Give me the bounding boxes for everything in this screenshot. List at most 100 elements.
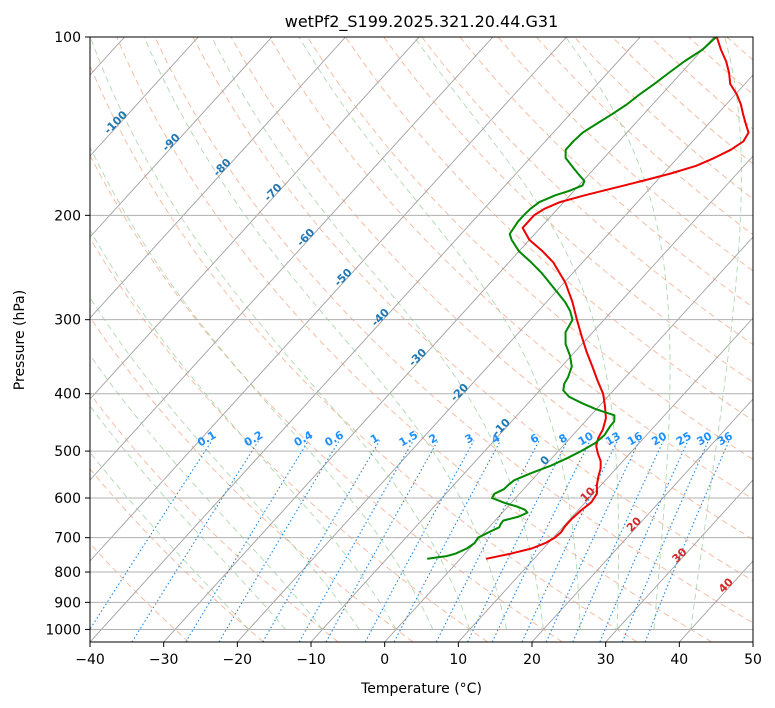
moist-adiabat <box>690 37 742 630</box>
dry-adiabat <box>765 37 775 642</box>
dry-adiabats <box>90 37 775 642</box>
y-tick-label: 600 <box>54 491 81 507</box>
moist-adiabat <box>211 37 544 630</box>
isotherm <box>679 560 753 642</box>
mixing-ratio-label: 8 <box>556 431 569 446</box>
dry-adiabat <box>383 37 753 383</box>
mixing-ratio-line <box>545 440 640 642</box>
isotherm-label: 40 <box>716 575 736 595</box>
x-tick-label: 40 <box>670 652 688 668</box>
mixing-ratio-line <box>218 440 340 642</box>
moist-adiabat <box>90 354 323 630</box>
isotherm <box>90 37 273 238</box>
moist-adiabat <box>143 37 508 630</box>
dry-adiabat <box>116 37 712 642</box>
moist-adiabat <box>90 296 360 630</box>
dry-adiabat <box>90 316 414 642</box>
mixing-ratio-line <box>364 440 475 642</box>
x-tick-label: −10 <box>296 652 326 668</box>
mixing-ratio-label: 3 <box>463 431 476 446</box>
plot-frame <box>89 36 754 643</box>
dry-adiabat <box>230 37 753 540</box>
isotherm-label: -40 <box>369 306 392 329</box>
profile-lines <box>427 37 750 560</box>
isotherm <box>752 641 753 642</box>
x-tick-label: −30 <box>149 652 179 668</box>
moist-adiabat <box>565 37 671 630</box>
isotherm-label: 20 <box>624 514 644 534</box>
mixing-ratio-line <box>467 440 569 642</box>
moist-adiabat <box>298 37 581 630</box>
x-tick-label: 30 <box>597 652 615 668</box>
dry-adiabat <box>90 468 264 642</box>
mixing-ratio-label: 6 <box>528 431 541 446</box>
isotherm <box>458 317 753 642</box>
mixing-ratio-label: 16 <box>625 429 645 448</box>
isotherm <box>384 236 753 642</box>
x-tick-label: 50 <box>744 652 762 668</box>
isotherm <box>237 74 753 642</box>
isotherm <box>531 398 753 642</box>
isotherm <box>90 37 346 319</box>
mixing-ratio-lines <box>90 440 730 642</box>
moist-adiabat <box>90 145 434 630</box>
isotherm <box>90 37 199 157</box>
dry-adiabat <box>90 154 563 642</box>
mixing-ratio-line <box>599 440 689 642</box>
isotherm-label: -90 <box>160 131 183 154</box>
dry-adiabat <box>535 37 753 236</box>
y-tick-label: 200 <box>54 208 81 224</box>
isotherm-label: 30 <box>670 545 690 565</box>
y-tick-label: 800 <box>54 565 81 581</box>
isotherm <box>90 37 420 400</box>
dry-adiabat <box>307 37 753 460</box>
mixing-ratio-line <box>393 440 501 642</box>
x-tick-label: −40 <box>75 652 105 668</box>
mixing-ratio-line <box>325 440 439 642</box>
mixing-ratio-label: 30 <box>694 429 714 448</box>
moist-adiabat <box>90 405 286 630</box>
y-axis-ticks: 100 200 300 400 500 600 700 800 900 1000 <box>45 30 90 638</box>
isotherm-label: -80 <box>211 156 234 179</box>
y-tick-label: 300 <box>54 313 81 329</box>
y-tick-label: 100 <box>54 30 81 46</box>
mixing-ratio-line <box>435 440 540 642</box>
isotherm <box>90 37 641 642</box>
mixing-ratio-line <box>262 440 381 642</box>
y-tick-label: 500 <box>54 444 81 460</box>
x-tick-label: 0 <box>380 652 389 668</box>
isotherms <box>90 37 753 642</box>
mixing-ratio-label: 0.6 <box>323 428 347 449</box>
mixing-ratio-line <box>491 440 591 642</box>
plot-area: 0.1 0.2 0.4 0.6 1 1.5 2 3 4 6 8 10 13 16 20 25 30 36-100-… <box>90 37 775 642</box>
mixing-ratio-label: 25 <box>674 429 694 448</box>
x-tick-label: 10 <box>449 652 467 668</box>
dry-adiabat <box>268 37 753 500</box>
moist-adiabat <box>90 451 250 630</box>
mixing-ratio-label: 0.4 <box>292 428 316 449</box>
chart-title: wetPf2_S199.2025.321.20.44.G31 <box>285 12 559 32</box>
mixing-ratio-label: 0.1 <box>195 428 218 449</box>
isotherm-label: -100 <box>101 108 130 137</box>
isotherm-label: -50 <box>332 266 355 289</box>
x-axis-ticks: −40 −30 −20 −10 0 10 20 30 40 50 <box>75 642 762 668</box>
mixing-ratio-line <box>298 440 414 642</box>
mixing-ratio-line <box>185 440 309 642</box>
dry-adiabat <box>90 542 190 642</box>
mixing-ratio-label: 1.5 <box>397 428 420 449</box>
isotherm <box>605 479 753 642</box>
moist-adiabat <box>413 37 620 630</box>
mixing-ratio-line <box>131 440 260 642</box>
moist-adiabat <box>90 229 397 630</box>
mixing-ratio-label: 0.2 <box>242 428 265 449</box>
dry-adiabat <box>192 37 753 582</box>
isotherm-label: -20 <box>448 381 471 404</box>
x-axis-label: Temperature (°C) <box>360 681 482 697</box>
isotherm-label: -60 <box>294 226 317 249</box>
mixing-ratio-line <box>572 440 664 642</box>
isotherm <box>90 37 494 481</box>
isotherm <box>310 155 753 642</box>
dry-adiabat <box>688 37 753 96</box>
y-tick-label: 1000 <box>45 622 81 638</box>
x-tick-label: 20 <box>523 652 541 668</box>
